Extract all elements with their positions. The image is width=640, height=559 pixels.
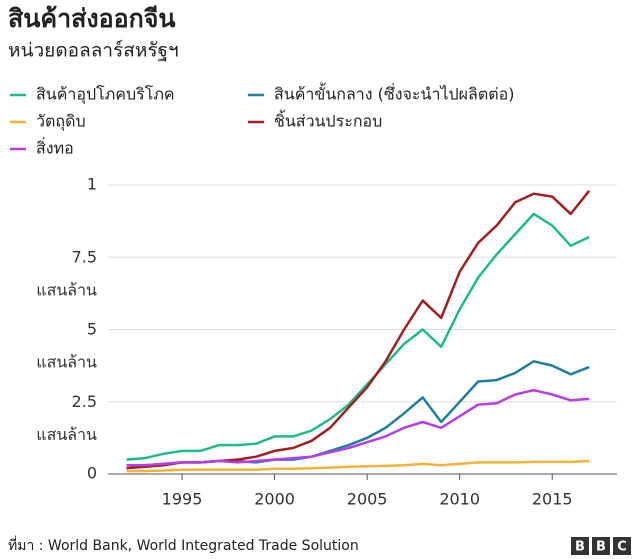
series-line	[126, 459, 590, 473]
source: ที่มา : World Bank, World Integrated Tra…	[8, 536, 359, 554]
bbc-logo: B B C	[571, 537, 631, 555]
x-tick-label: 1995	[162, 490, 203, 509]
series-line	[126, 212, 590, 461]
tick-unit: แสนล้าน	[36, 280, 97, 299]
series-line	[126, 388, 590, 467]
y-tick-label: 5 แสนล้าน	[36, 319, 97, 371]
tick-unit: แสนล้าน	[36, 352, 97, 371]
chart-title: สินค้าส่งออกจีน	[8, 4, 175, 33]
legend-label: สินค้าขั้นกลาง (ซึ่งจะนำไปผลิตต่อ)	[274, 83, 514, 104]
x-tick-label: 2000	[254, 490, 295, 509]
legend-label: วัตถุดิบ	[36, 112, 86, 132]
legend-label: สินค้าอุปโภคบริโภค	[36, 85, 175, 105]
x-tick-label: 2015	[532, 490, 573, 509]
legend-label: ชิ้นส่วนประกอบ	[274, 110, 382, 131]
svg-text:C: C	[617, 540, 627, 555]
tick-number: 7.5	[72, 247, 97, 266]
svg-text:B: B	[575, 540, 585, 555]
y-tick-label: 1	[87, 175, 97, 194]
tick-unit: แสนล้าน	[36, 424, 97, 443]
x-tick-label: 2010	[439, 490, 480, 509]
y-tick-label: 7.5 แสนล้าน	[36, 247, 97, 299]
chart-subtitle: หน่วยดอลลาร์สหรัฐฯ	[8, 40, 179, 62]
legend-label: สิ่งทอ	[36, 137, 74, 158]
tick-number: 5	[87, 319, 97, 338]
y-tick-label: 0	[87, 464, 97, 483]
y-tick-label: 2.5 แสนล้าน	[36, 391, 97, 443]
svg-text:B: B	[596, 540, 606, 555]
x-tick-label: 2005	[347, 490, 388, 509]
tick-number: 2.5	[72, 391, 97, 410]
